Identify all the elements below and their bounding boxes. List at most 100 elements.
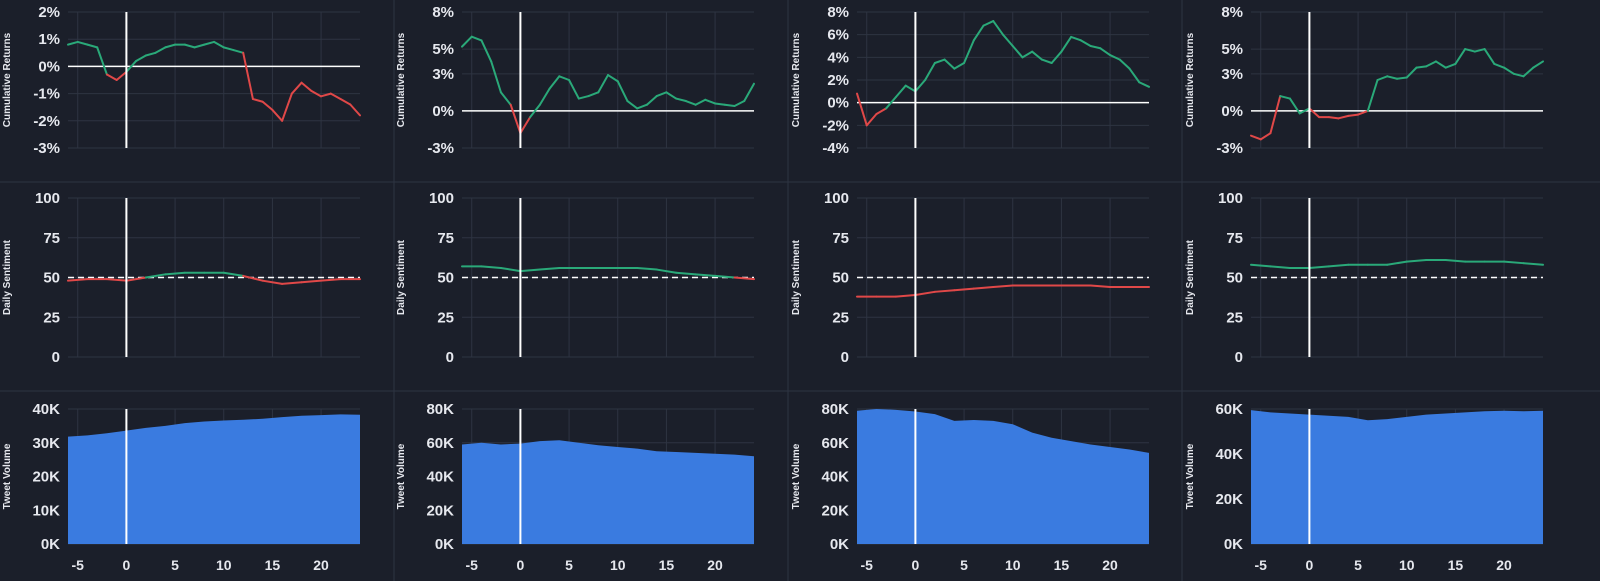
series-segment [242,274,264,282]
series-segment [1512,72,1525,78]
series-segment [875,107,888,115]
series-segment [684,100,697,106]
series-segment [320,92,332,98]
series-segment [655,91,668,98]
y-tick-label: 60K [821,435,849,452]
series-segment [904,84,917,93]
series-segment [1118,58,1131,70]
chart-3-1: 0K 10K 20K 30K 40K Tweet Volume -5 0 5 10 15 20 [2,401,360,573]
y-tick-label: 50 [43,270,60,287]
series-segment [1070,35,1082,42]
series-segment [924,62,936,81]
series-segment [329,92,342,101]
y-tick-label: 0K [435,536,454,553]
x-tick-label: 0 [123,557,131,573]
series-segment [261,279,284,285]
series-segment [607,74,619,83]
series-segment [1386,75,1398,80]
x-tick-label: 20 [1102,557,1118,573]
series-segment [1060,35,1073,53]
series-segment [76,40,89,46]
y-tick-label: 5% [432,41,454,58]
series-segment [714,274,736,279]
y-tick-label: 75 [43,230,60,247]
series-segment [1089,284,1112,289]
series-segment [1298,107,1311,115]
series-segment [1079,39,1092,47]
y-axis-title: Tweet Volume [1185,443,1196,509]
series-segment [1031,50,1043,61]
y-axis-title: Cumulative Returns [1185,32,1196,127]
y-tick-label: 0K [830,536,849,553]
series-segment [626,100,639,110]
y-tick-label: 0K [41,536,60,553]
y-tick-label: 0 [1235,349,1243,366]
series-segment [548,75,561,90]
series-segment [499,266,522,273]
chart-2-4: 0 25 50 75 100 Daily Sentiment [1185,190,1544,366]
series-segment [1444,62,1457,69]
y-tick-label: 10K [32,502,60,519]
x-tick-label: 5 [1354,557,1362,573]
y-axis-title: Cumulative Returns [791,32,802,127]
series-segment [1425,60,1437,68]
series-segment [349,103,361,117]
series-segment [694,273,717,277]
y-tick-label: 0 [52,349,60,366]
y-axis-title: Tweet Volume [791,443,802,509]
y-axis-title: Tweet Volume [2,443,13,509]
chart-1-3: -4% -2% 0% 2% 4% 6% 8% Cumulative Returns [791,4,1150,157]
y-tick-label: -1% [33,86,60,103]
series-segment [953,287,975,292]
series-segment [885,96,897,110]
series-segment [675,97,687,103]
series-segment [96,46,108,76]
y-tick-label: 60K [426,435,454,452]
series-segment [636,103,648,110]
y-axis-title: Tweet Volume [396,443,407,509]
chart-3-2: 0K 20K 40K 60K 80K Tweet Volume -5 0 5 10 15 20 [396,401,754,573]
series-segment [694,98,707,106]
series-segment [1011,45,1024,59]
series-segment [105,278,128,282]
series-segment [558,75,571,81]
y-tick-label: 1% [38,31,60,48]
series-segment [1483,48,1496,65]
y-tick-label: 100 [429,190,454,207]
series-segment [222,46,235,52]
series-segment [1040,58,1053,64]
series-segment [86,43,99,49]
series-segment [67,40,79,46]
series-segment [665,91,678,100]
series-segment [636,266,658,271]
series-segment [943,58,956,70]
y-tick-label: 0% [38,58,60,75]
series-segment [587,91,600,98]
series-segment [933,289,956,293]
chart-2-1: 0 25 50 75 100 Daily Sentiment [2,190,361,366]
x-tick-label: 0 [1306,557,1314,573]
series-segment [538,266,561,271]
y-tick-label: 4% [827,49,849,66]
series-segment [105,73,118,81]
series-segment [519,116,532,135]
series-segment [865,113,878,127]
y-tick-label: 0% [432,103,454,120]
series-segment [1454,48,1467,65]
series-segment [1269,95,1282,135]
series-segment [1099,47,1112,57]
series-segment [1473,48,1486,53]
x-tick-label: -5 [861,557,874,573]
y-tick-label: 25 [437,309,454,326]
y-tick-label: 20K [1215,491,1243,508]
series-segment [300,279,323,284]
series-segment [1288,97,1301,115]
series-segment [164,43,177,49]
series-segment [992,20,1004,36]
series-segment [1376,75,1389,81]
series-segment [213,40,225,49]
y-tick-label: 75 [1226,230,1243,247]
series-segment [714,102,726,106]
y-tick-label: -2% [33,113,60,130]
